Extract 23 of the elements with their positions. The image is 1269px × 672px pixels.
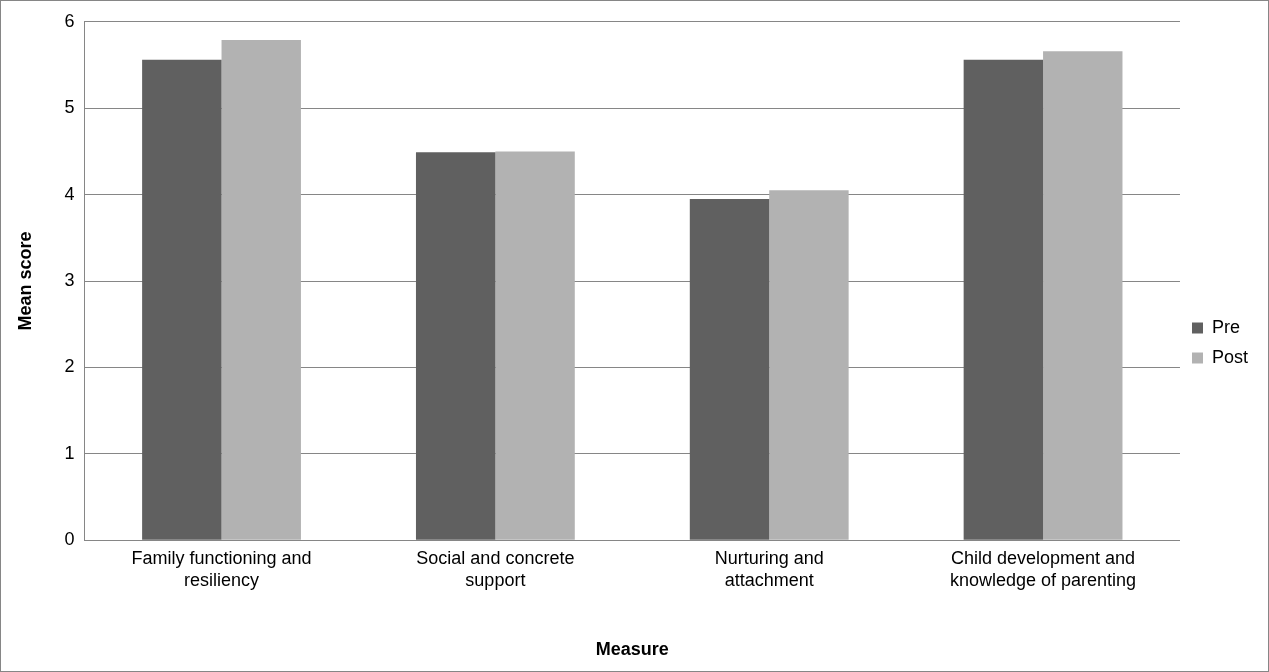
x-axis-title: Measure	[595, 639, 669, 660]
bar	[415, 152, 496, 540]
y-axis-title: Mean score	[14, 231, 35, 331]
y-tick-label: 1	[64, 442, 75, 463]
y-tick-label: 0	[64, 529, 75, 550]
x-tick-label: Social and concrete support	[416, 547, 575, 590]
bar	[142, 59, 222, 540]
x-tick-label: Nurturing and attachment	[714, 547, 824, 590]
y-tick-label: 2	[64, 356, 75, 377]
bar	[963, 59, 1044, 540]
bar	[769, 190, 849, 540]
bar	[1043, 51, 1123, 540]
y-tick-label: 6	[64, 10, 75, 31]
bar	[495, 151, 575, 540]
x-tick-label: Family functioning and resiliency	[131, 547, 312, 590]
x-tick-label: Child development and knowledge of parenting	[949, 547, 1137, 590]
bar	[689, 198, 770, 540]
bar	[221, 39, 301, 540]
y-tick-label: 3	[64, 269, 75, 290]
y-tick-label: 5	[64, 97, 75, 118]
legend-label: Pre	[1211, 316, 1240, 337]
legend-label: Post	[1211, 346, 1249, 367]
y-tick-label: 4	[64, 183, 75, 204]
